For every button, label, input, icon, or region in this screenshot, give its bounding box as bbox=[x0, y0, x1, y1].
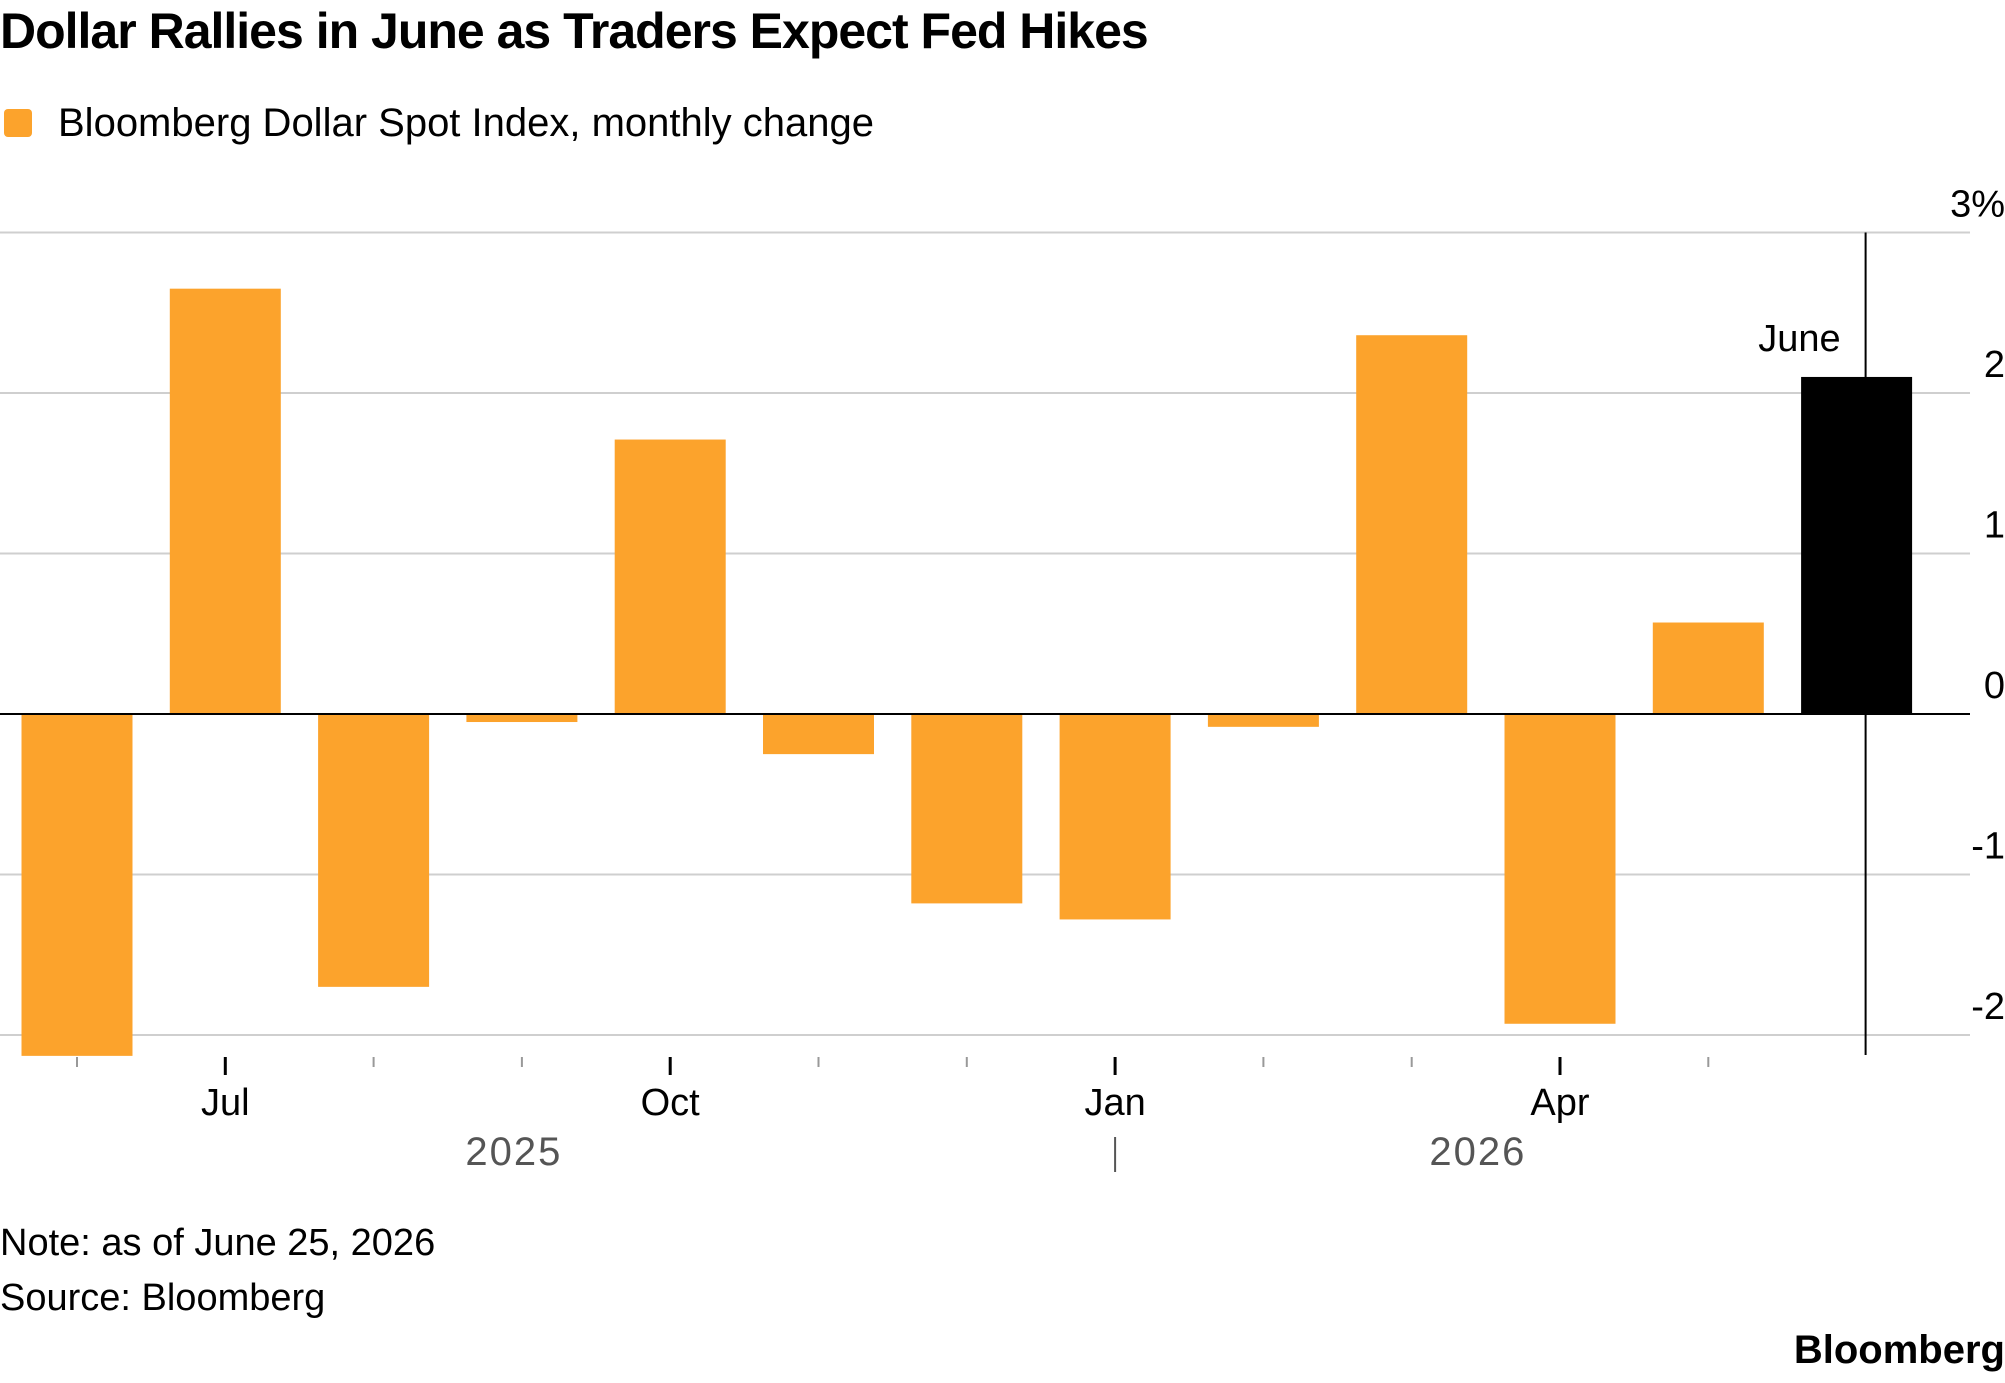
bar bbox=[614, 439, 726, 714]
y-tick-label: -2 bbox=[1971, 986, 2005, 1028]
x-tick-label: Oct bbox=[641, 1082, 701, 1124]
x-tick-label: Jul bbox=[201, 1082, 250, 1124]
y-tick-label: 3% bbox=[1950, 184, 2005, 226]
bar bbox=[763, 714, 874, 755]
bar bbox=[911, 714, 1023, 904]
source-note: Source: Bloomberg bbox=[0, 1277, 326, 1319]
bar bbox=[1059, 714, 1171, 920]
year-label: 2026 bbox=[1429, 1130, 1526, 1174]
bar bbox=[1504, 714, 1616, 1024]
legend-swatch bbox=[4, 109, 32, 137]
x-tick-label: Jan bbox=[1084, 1082, 1145, 1124]
bar bbox=[1356, 335, 1468, 714]
bar bbox=[1207, 714, 1319, 727]
bar bbox=[169, 288, 281, 714]
bar bbox=[1652, 622, 1764, 714]
highlight-label: June bbox=[1758, 318, 1840, 360]
highlight-bar bbox=[1801, 376, 1913, 714]
y-tick-label: 2 bbox=[1984, 344, 2005, 386]
x-tick-label: Apr bbox=[1530, 1082, 1589, 1124]
year-label: 2025 bbox=[465, 1130, 562, 1174]
legend: Bloomberg Dollar Spot Index, monthly cha… bbox=[4, 98, 874, 148]
y-tick-label: 1 bbox=[1984, 505, 2005, 547]
bar bbox=[318, 714, 430, 987]
bar bbox=[21, 714, 133, 1056]
bar bbox=[466, 714, 578, 723]
y-tick-label: -1 bbox=[1971, 826, 2005, 868]
y-tick-label: 0 bbox=[1984, 665, 2005, 707]
legend-label: Bloomberg Dollar Spot Index, monthly cha… bbox=[58, 100, 875, 145]
chart-title: Dollar Rallies in June as Traders Expect… bbox=[0, 3, 1149, 59]
bloomberg-logo: Bloomberg bbox=[1793, 1328, 2005, 1372]
footnote: Note: as of June 25, 2026 bbox=[0, 1222, 436, 1264]
